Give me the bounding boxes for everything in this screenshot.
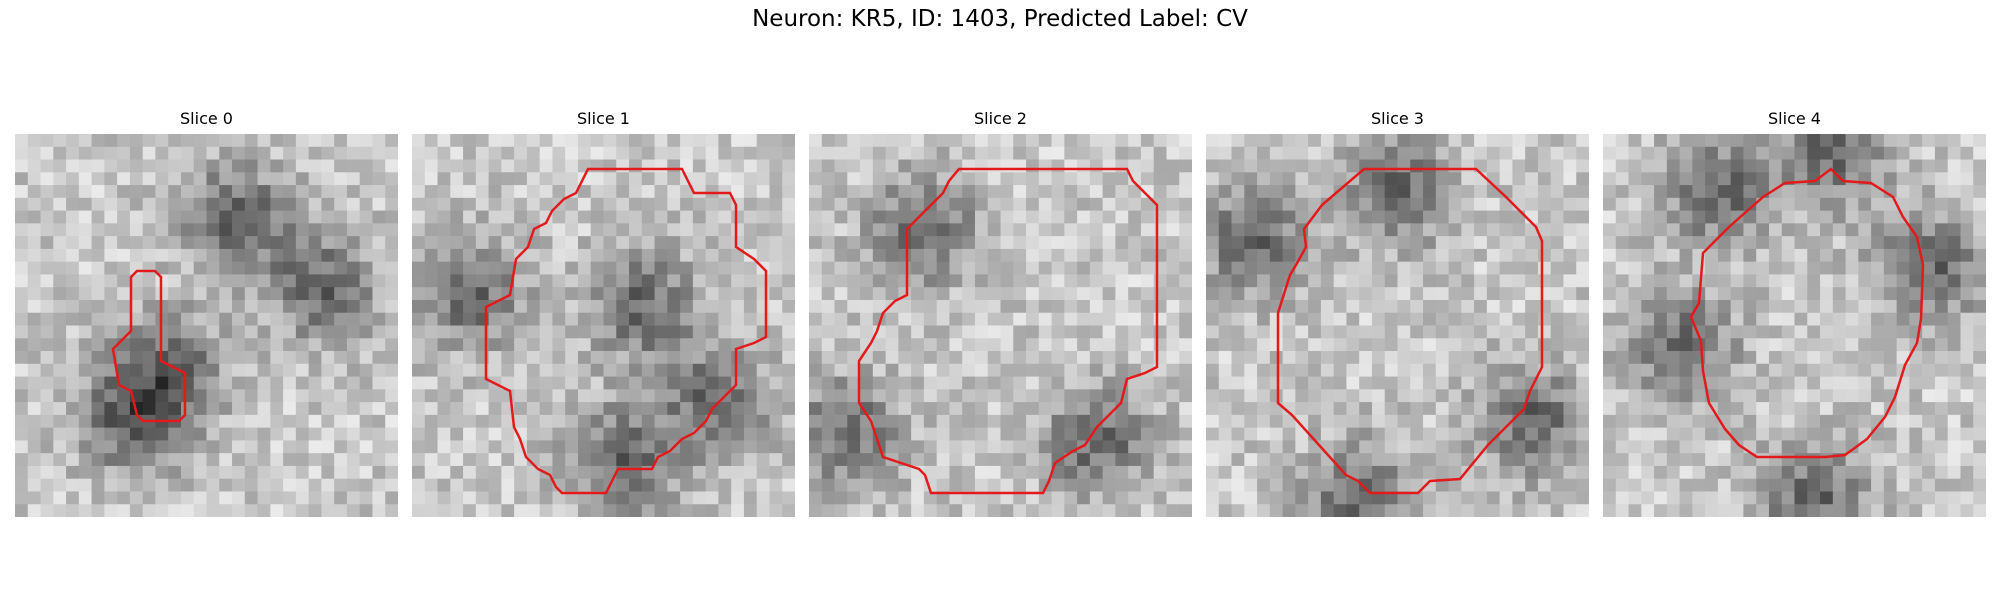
- slice-panel-2: Slice 2: [809, 110, 1192, 517]
- segmentation-contour-3: [1276, 167, 1544, 495]
- slice-title-3: Slice 3: [1371, 109, 1424, 128]
- slice-title-0: Slice 0: [180, 109, 233, 128]
- slice-title-2: Slice 2: [974, 109, 1027, 128]
- segmentation-contour-2: [857, 167, 1159, 495]
- figure-title: Neuron: KR5, ID: 1403, Predicted Label: …: [752, 6, 1248, 32]
- slice-panel-1: Slice 1: [412, 110, 795, 517]
- slice-panel-3: Slice 3: [1206, 110, 1589, 517]
- slice-panel-0: Slice 0: [15, 110, 398, 517]
- segmentation-contour-4: [1689, 167, 1925, 459]
- slice-image-1: [412, 134, 795, 517]
- segmentation-contour-1: [484, 167, 768, 495]
- slice-title-1: Slice 1: [577, 109, 630, 128]
- slice-image-3: [1206, 134, 1589, 517]
- slice-image-2: [809, 134, 1192, 517]
- slice-title-4: Slice 4: [1768, 109, 1821, 128]
- slice-panel-4: Slice 4: [1603, 110, 1986, 517]
- segmentation-contour-0: [111, 269, 187, 423]
- slice-image-0: [15, 134, 398, 517]
- slice-image-4: [1603, 134, 1986, 517]
